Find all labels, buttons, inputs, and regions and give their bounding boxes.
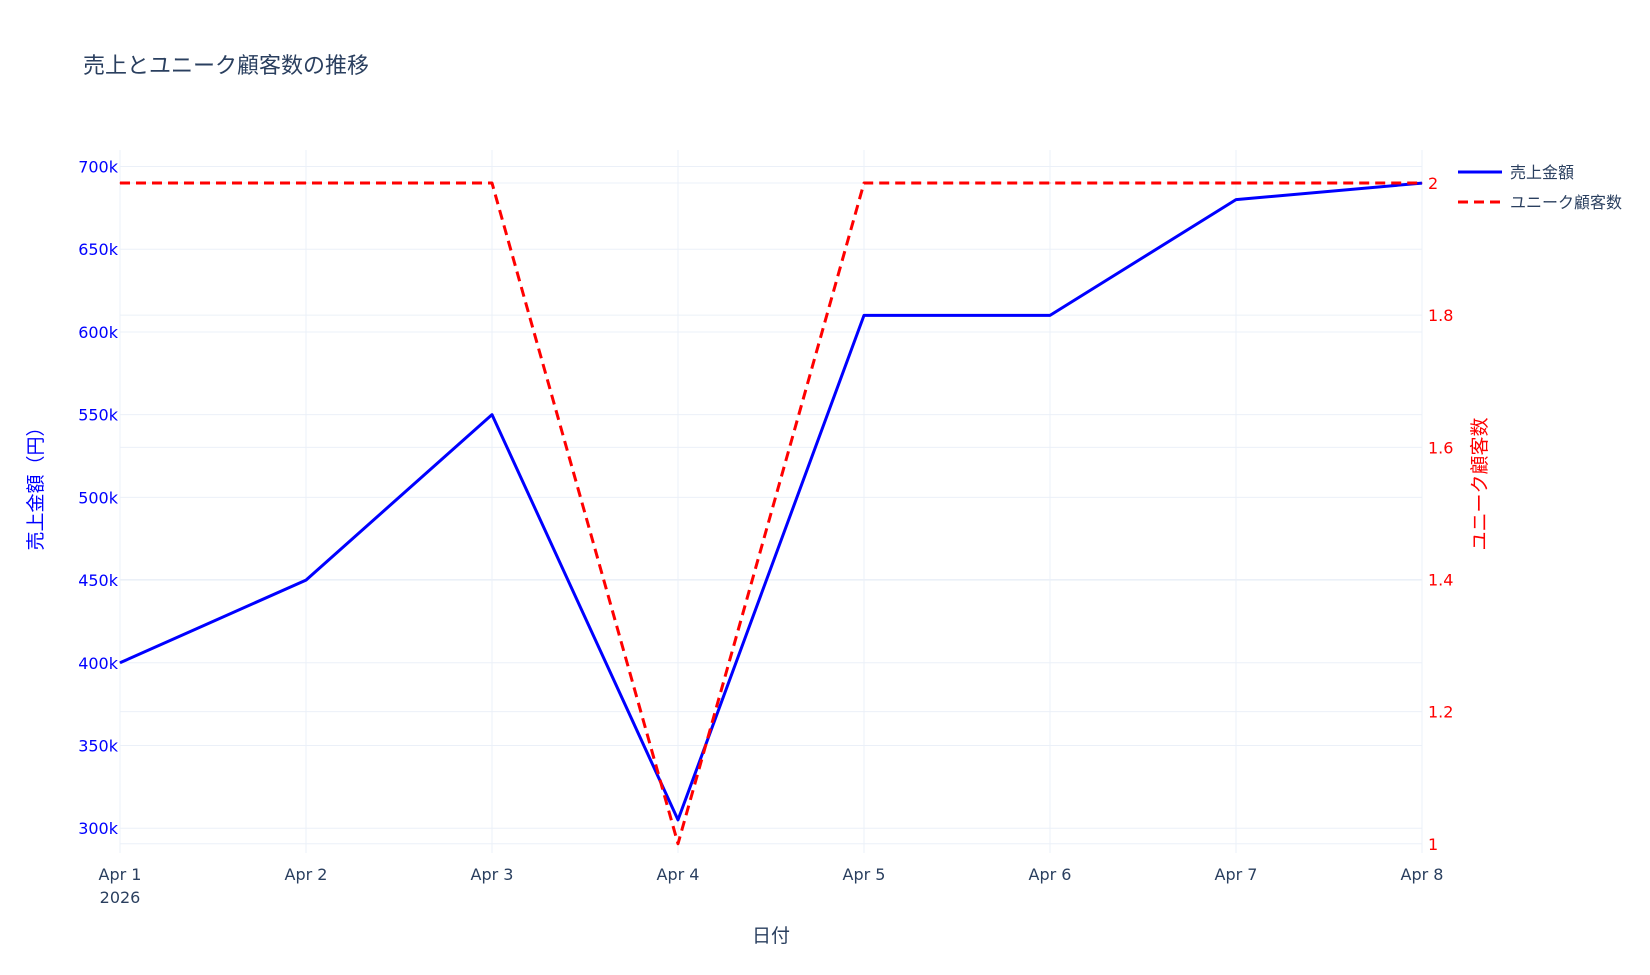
- left-axis-title: 売上金額（円）: [25, 417, 47, 550]
- right-tick-label: 1.2: [1428, 703, 1453, 722]
- legend-item-sales[interactable]: 売上金額: [1458, 163, 1574, 182]
- right-tick-label: 1.6: [1428, 438, 1453, 457]
- x-tick-label: Apr 4: [657, 865, 700, 884]
- x-tick-label: Apr 8: [1401, 865, 1444, 884]
- customers-point-1: [119, 182, 121, 184]
- customers-point-4: [677, 843, 679, 845]
- left-tick-label: 700k: [78, 158, 119, 177]
- legend[interactable]: 売上金額 ユニーク顧客数: [1458, 163, 1622, 212]
- right-tick-label: 2: [1428, 174, 1438, 193]
- customers-point-6: [1049, 182, 1051, 184]
- x-tick-label: Apr 3: [471, 865, 514, 884]
- customers-point-5: [863, 182, 865, 184]
- customers-point-3: [491, 182, 493, 184]
- right-axis-ticks: 1 1.2 1.4 1.6 1.8 2: [1428, 174, 1453, 854]
- right-axis-title: ユニーク顧客数: [1469, 417, 1491, 550]
- series-lines: [119, 181, 1423, 846]
- sales-point-2: [305, 579, 307, 581]
- left-tick-label: 500k: [78, 488, 119, 507]
- left-tick-label: 400k: [78, 654, 119, 673]
- sales-point-6: [1049, 314, 1051, 316]
- x-axis-title: 日付: [752, 925, 790, 947]
- right-tick-label: 1: [1428, 835, 1438, 854]
- series-line-sales: [119, 181, 1423, 822]
- x-tick-label: Apr 2: [285, 865, 328, 884]
- x-tick-year-label: 2026: [100, 888, 141, 907]
- left-tick-label: 550k: [78, 406, 119, 425]
- legend-label-sales: 売上金額: [1510, 163, 1574, 182]
- left-tick-label: 450k: [78, 571, 119, 590]
- legend-label-customers: ユニーク顧客数: [1510, 193, 1622, 212]
- right-tick-label: 1.8: [1428, 306, 1453, 325]
- x-tick-label: Apr 7: [1215, 865, 1258, 884]
- sales-point-4: [677, 819, 679, 821]
- left-axis-ticks: 300k 350k 400k 450k 500k 550k 600k 650k 700k: [78, 158, 119, 839]
- left-tick-label: 350k: [78, 736, 119, 755]
- x-tick-label: Apr 6: [1029, 865, 1072, 884]
- sales-point-1: [119, 662, 121, 664]
- customers-point-2: [305, 182, 307, 184]
- left-tick-label: 650k: [78, 240, 119, 259]
- grid: [119, 150, 1423, 853]
- chart-title: 売上とユニーク顧客数の推移: [83, 54, 369, 79]
- left-tick-label: 600k: [78, 323, 119, 342]
- x-tick-label: Apr 5: [843, 865, 886, 884]
- sales-point-5: [863, 314, 865, 316]
- sales-point-3: [491, 414, 493, 416]
- series-line-customers: [120, 181, 1422, 846]
- customers-point-8: [1421, 182, 1423, 184]
- x-tick-label: Apr 1: [99, 865, 142, 884]
- customers-point-7: [1235, 182, 1237, 184]
- left-tick-label: 300k: [78, 819, 119, 838]
- legend-item-customers[interactable]: ユニーク顧客数: [1458, 193, 1622, 212]
- right-tick-label: 1.4: [1428, 570, 1453, 589]
- x-axis-ticks: Apr 1 Apr 2 Apr 3 Apr 4 Apr 5 Apr 6 Apr 7 Apr 8…: [99, 865, 1444, 907]
- sales-point-7: [1235, 199, 1237, 201]
